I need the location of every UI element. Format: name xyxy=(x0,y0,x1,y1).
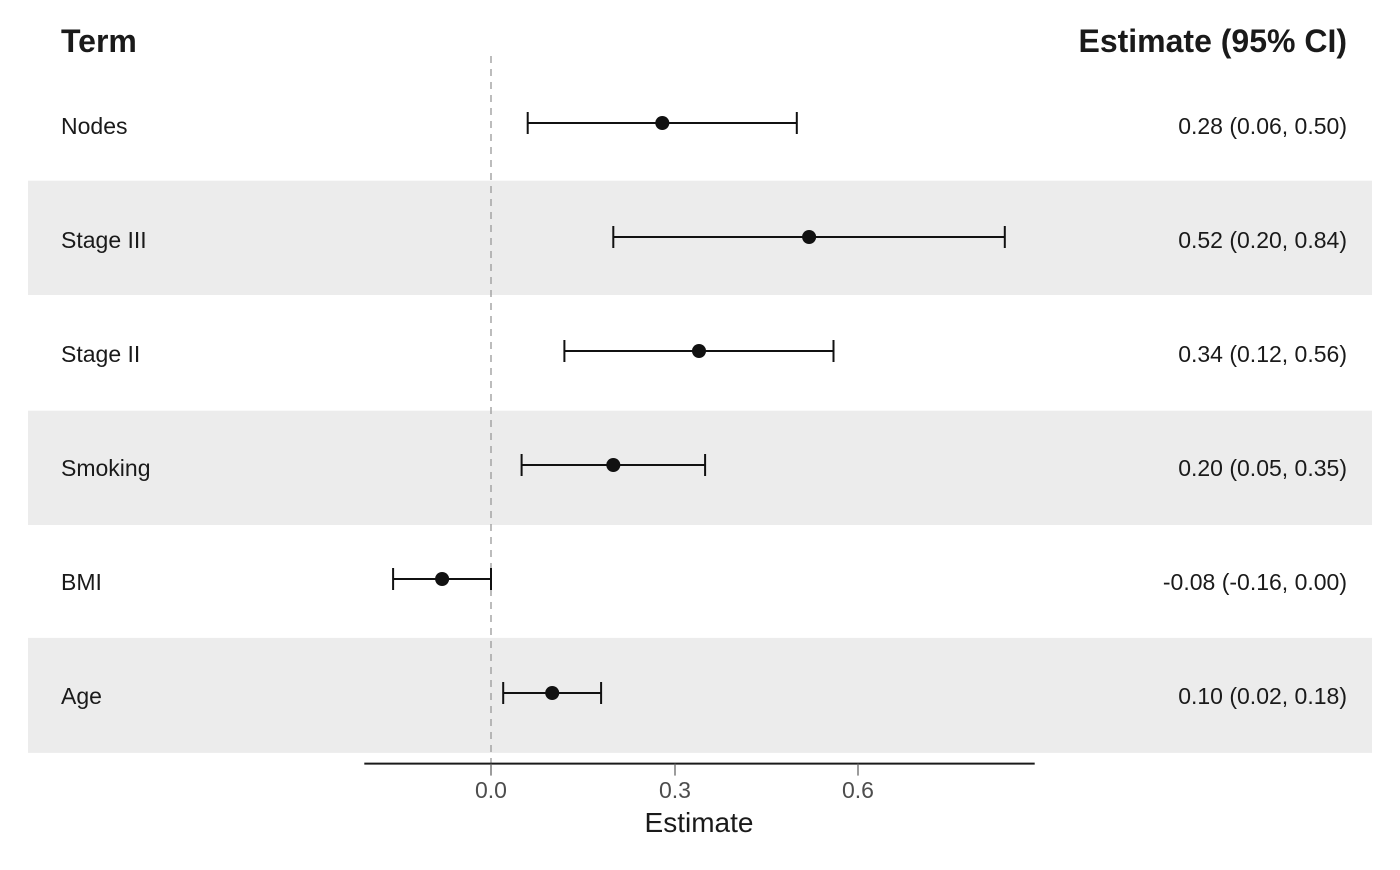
svg-text:Nodes: Nodes xyxy=(61,113,127,139)
svg-text:Smoking: Smoking xyxy=(61,455,150,481)
svg-text:Estimate (95% CI): Estimate (95% CI) xyxy=(1078,23,1347,59)
svg-text:0.34 (0.12, 0.56): 0.34 (0.12, 0.56) xyxy=(1178,341,1347,367)
svg-text:0.0: 0.0 xyxy=(475,777,507,803)
svg-text:Term: Term xyxy=(61,23,137,59)
svg-text:-0.08 (-0.16, 0.00): -0.08 (-0.16, 0.00) xyxy=(1163,569,1347,595)
svg-text:Age: Age xyxy=(61,683,102,709)
svg-text:0.6: 0.6 xyxy=(842,777,874,803)
svg-text:Stage II: Stage II xyxy=(61,341,140,367)
svg-text:0.52 (0.20, 0.84): 0.52 (0.20, 0.84) xyxy=(1178,227,1347,253)
svg-text:0.20 (0.05, 0.35): 0.20 (0.05, 0.35) xyxy=(1178,455,1347,481)
svg-text:Stage III: Stage III xyxy=(61,227,147,253)
svg-text:BMI: BMI xyxy=(61,569,102,595)
svg-text:0.10 (0.02, 0.18): 0.10 (0.02, 0.18) xyxy=(1178,683,1347,709)
svg-text:Estimate: Estimate xyxy=(645,807,754,838)
svg-text:0.28 (0.06, 0.50): 0.28 (0.06, 0.50) xyxy=(1178,113,1347,139)
svg-text:0.3: 0.3 xyxy=(659,777,691,803)
